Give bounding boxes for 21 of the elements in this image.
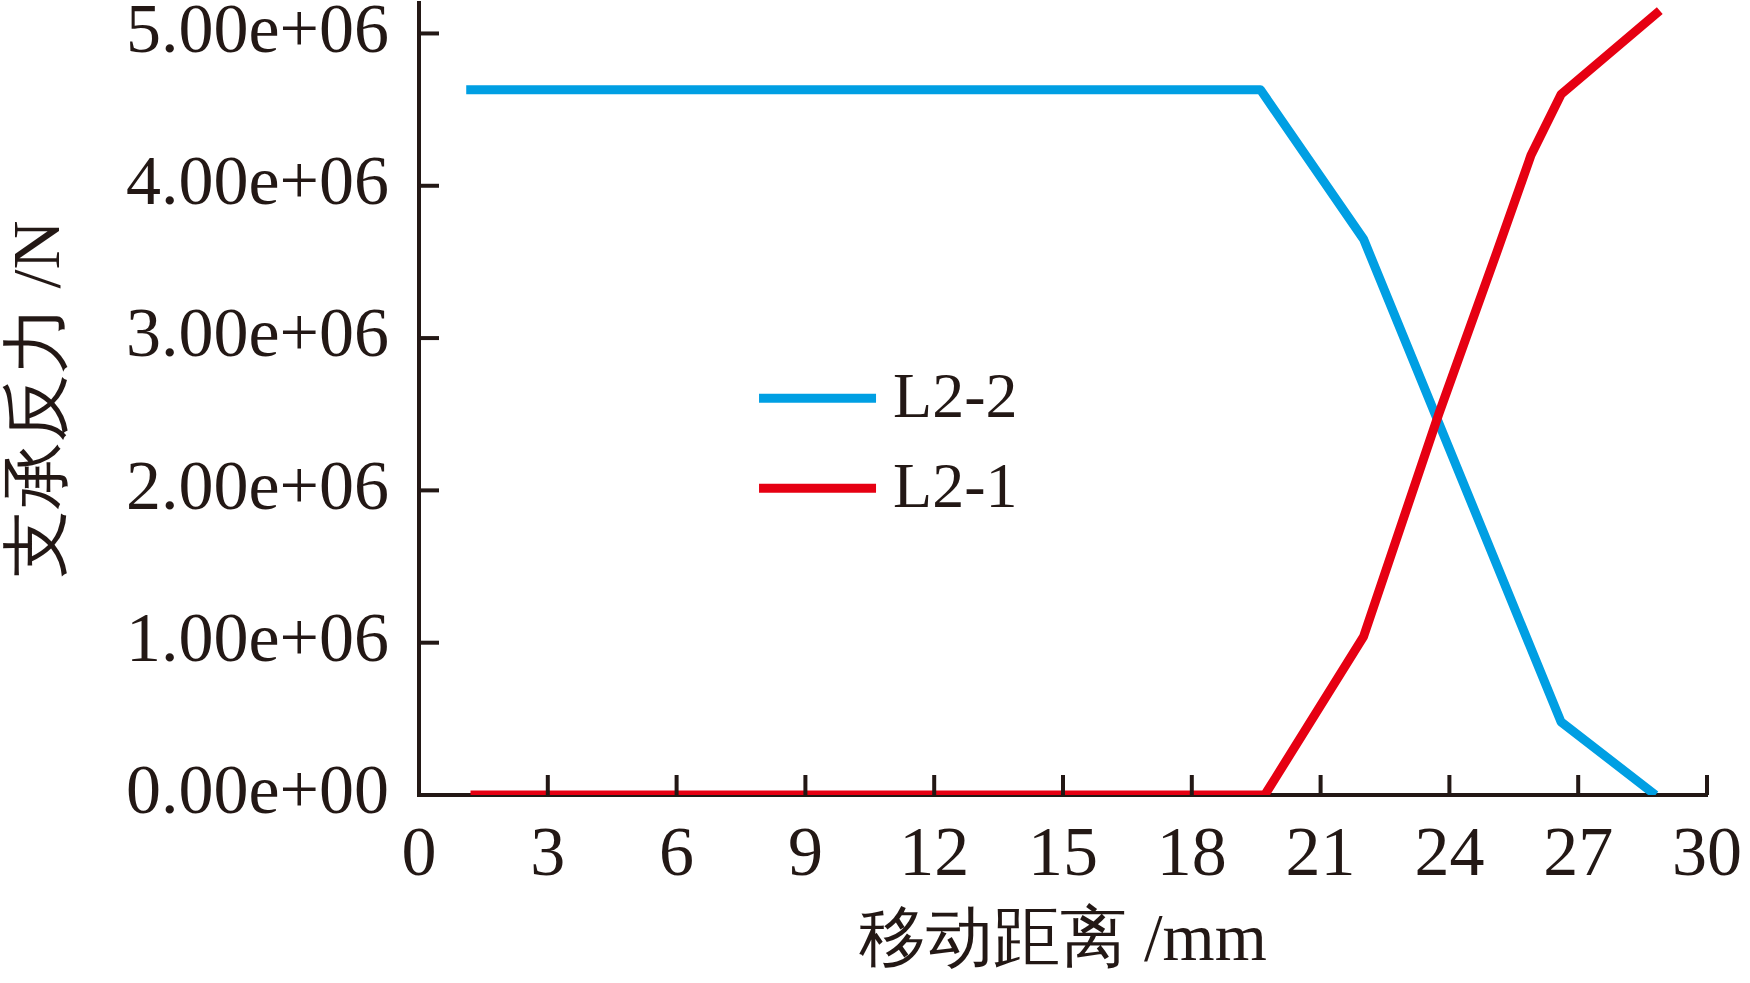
x-tick-label: 3 bbox=[530, 813, 566, 891]
x-tick-label: 9 bbox=[787, 813, 823, 891]
x-tick-label: 27 bbox=[1543, 813, 1614, 891]
y-tick-label: 4.00e+06 bbox=[125, 142, 389, 220]
y-tick-label: 2.00e+06 bbox=[125, 446, 389, 524]
y-tick-label: 3.00e+06 bbox=[125, 294, 389, 372]
legend-label: L2-1 bbox=[893, 450, 1018, 522]
x-tick-label: 12 bbox=[899, 813, 970, 891]
legend-label: L2-2 bbox=[893, 360, 1018, 432]
x-tick-label: 18 bbox=[1156, 813, 1227, 891]
x-tick-label: 24 bbox=[1414, 813, 1485, 891]
x-tick-label: 6 bbox=[659, 813, 695, 891]
y-axis-title: 支承反力 /N bbox=[0, 220, 74, 578]
x-tick-label: 30 bbox=[1672, 813, 1742, 891]
y-tick-label: 5.00e+06 bbox=[125, 0, 389, 67]
x-tick-label: 21 bbox=[1285, 813, 1356, 891]
x-tick-label: 0 bbox=[401, 813, 437, 891]
y-tick-label: 1.00e+06 bbox=[125, 599, 389, 677]
y-tick-label: 0.00e+00 bbox=[125, 751, 389, 829]
x-axis-title: 移动距离 /mm bbox=[859, 900, 1267, 975]
x-tick-label: 15 bbox=[1028, 813, 1098, 891]
